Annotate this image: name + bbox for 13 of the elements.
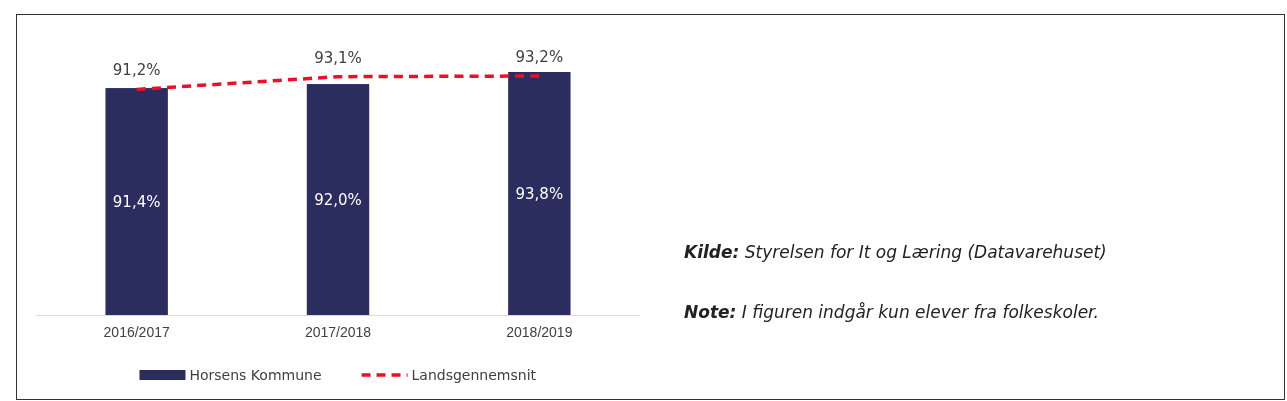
- legend-label: Horsens Kommune: [189, 367, 322, 383]
- x-tick-label: 2018/2019: [506, 323, 573, 340]
- text: Note: I figuren indgår kun elever fra folkeskoler.: [684, 302, 1099, 322]
- data-label: 91,4%: [112, 192, 161, 211]
- data-label: 93,1%: [314, 48, 362, 67]
- data-label: 93,8%: [515, 184, 564, 203]
- data-label: 92,0%: [314, 190, 362, 209]
- x-tick-label: 2016/2017: [103, 323, 170, 340]
- text: Kilde: Styrelsen for It og Læring (Datavarehuset): [684, 242, 1107, 262]
- legend-label: Landsgennemsnit: [411, 367, 537, 383]
- x-tick-label: 2017/2018: [304, 323, 372, 340]
- data-label: 91,2%: [112, 61, 161, 80]
- data-label: 93,2%: [515, 48, 564, 67]
